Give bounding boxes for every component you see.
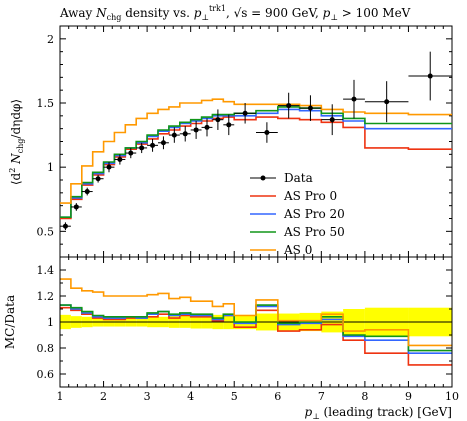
main-y-axis-title: ⟨d2 Nchg/dηdφ⟩ xyxy=(8,99,25,185)
data-point xyxy=(351,96,357,102)
y-tick-label: 0.5 xyxy=(37,225,55,238)
legend-item-as-0: AS 0 xyxy=(250,243,312,257)
chart-title: Away Nchg density vs. p⊥trk1, √s = 900 G… xyxy=(59,4,411,22)
legend-item-as-pro-20: AS Pro 20 xyxy=(250,207,345,221)
legend: Data AS Pro 0 AS Pro 20 AS Pro 50 AS 0 xyxy=(250,171,345,257)
series-line-as-pro-20 xyxy=(60,108,452,218)
x-tick-label: 2 xyxy=(100,390,107,403)
main-y-axis: 0.5 1 1.5 2 xyxy=(37,25,452,258)
ratio-series-group xyxy=(60,278,452,366)
data-point xyxy=(182,131,188,137)
x-tick-label: 4 xyxy=(187,390,194,403)
ratio-y-tick-label: 0.6 xyxy=(37,368,55,381)
y-tick-label: 1.5 xyxy=(37,97,55,110)
x-tick-label: 7 xyxy=(318,390,325,403)
data-point xyxy=(307,105,313,111)
x-tick-label: 5 xyxy=(231,390,238,403)
data-points-group xyxy=(60,51,452,231)
x-tick-label: 8 xyxy=(361,390,368,403)
ratio-line-as-0 xyxy=(60,278,452,347)
legend-label: AS Pro 20 xyxy=(283,207,345,221)
main-panel: 0.5 1 1.5 2 ⟨d2 Nchg/dηdφ⟩ xyxy=(8,25,453,258)
x-tick-label: 10 xyxy=(445,390,459,403)
x-tick-label: 1 xyxy=(57,390,64,403)
legend-label: Data xyxy=(284,171,313,185)
y-tick-label: 1 xyxy=(47,161,54,174)
data-point xyxy=(427,73,433,79)
legend-item-as-pro-50: AS Pro 50 xyxy=(250,225,345,239)
ratio-y-tick-label: 1.4 xyxy=(37,264,55,277)
data-point xyxy=(62,223,68,229)
data-point xyxy=(215,117,221,123)
data-point xyxy=(226,122,232,128)
x-tick-label: 9 xyxy=(405,390,412,403)
ratio-y-tick-label: 1 xyxy=(47,316,54,329)
ratio-y-axis-title: MC/Data xyxy=(3,295,17,349)
data-point xyxy=(150,142,156,148)
y-tick-label: 2 xyxy=(47,33,54,46)
ratio-y-tick-label: 0.8 xyxy=(37,342,55,355)
data-point xyxy=(117,156,123,162)
x-axis-title: p⊥ (leading track) [GeV] xyxy=(305,405,452,421)
legend-item-as-pro-0: AS Pro 0 xyxy=(250,189,337,203)
data-point xyxy=(84,189,90,195)
ratio-y-axis: 0.6 0.8 1 1.2 1.4 xyxy=(37,256,452,388)
data-point xyxy=(171,132,177,138)
main-x-ticks xyxy=(59,26,453,257)
data-point xyxy=(95,176,101,182)
data-point xyxy=(128,150,134,156)
data-point xyxy=(329,117,335,123)
data-point xyxy=(193,127,199,133)
x-tick-label: 6 xyxy=(274,390,281,403)
data-point xyxy=(242,110,248,116)
main-plot-frame xyxy=(59,25,453,258)
series-line-as-pro-50 xyxy=(60,106,452,218)
data-point xyxy=(204,124,210,130)
legend-item-data: Data xyxy=(250,171,313,185)
data-point xyxy=(264,130,270,136)
x-axis: 1 2 3 4 5 6 7 8 9 10 xyxy=(57,257,459,403)
ratio-y-tick-label: 1.2 xyxy=(37,290,55,303)
data-point xyxy=(139,145,145,151)
x-tick-label: 3 xyxy=(144,390,151,403)
data-point xyxy=(384,99,390,105)
data-point xyxy=(160,140,166,146)
data-point xyxy=(106,164,112,170)
data-point xyxy=(286,103,292,109)
legend-label: AS 0 xyxy=(283,243,312,257)
legend-label: AS Pro 0 xyxy=(283,189,337,203)
legend-marker xyxy=(260,175,266,181)
ratio-panel: 0.6 0.8 1 1.2 1.4 1 2 3 4 5 6 7 8 9 10 MC/Data p⊥ (le… xyxy=(3,256,459,421)
data-point xyxy=(73,204,79,210)
legend-label: AS Pro 50 xyxy=(283,225,345,239)
